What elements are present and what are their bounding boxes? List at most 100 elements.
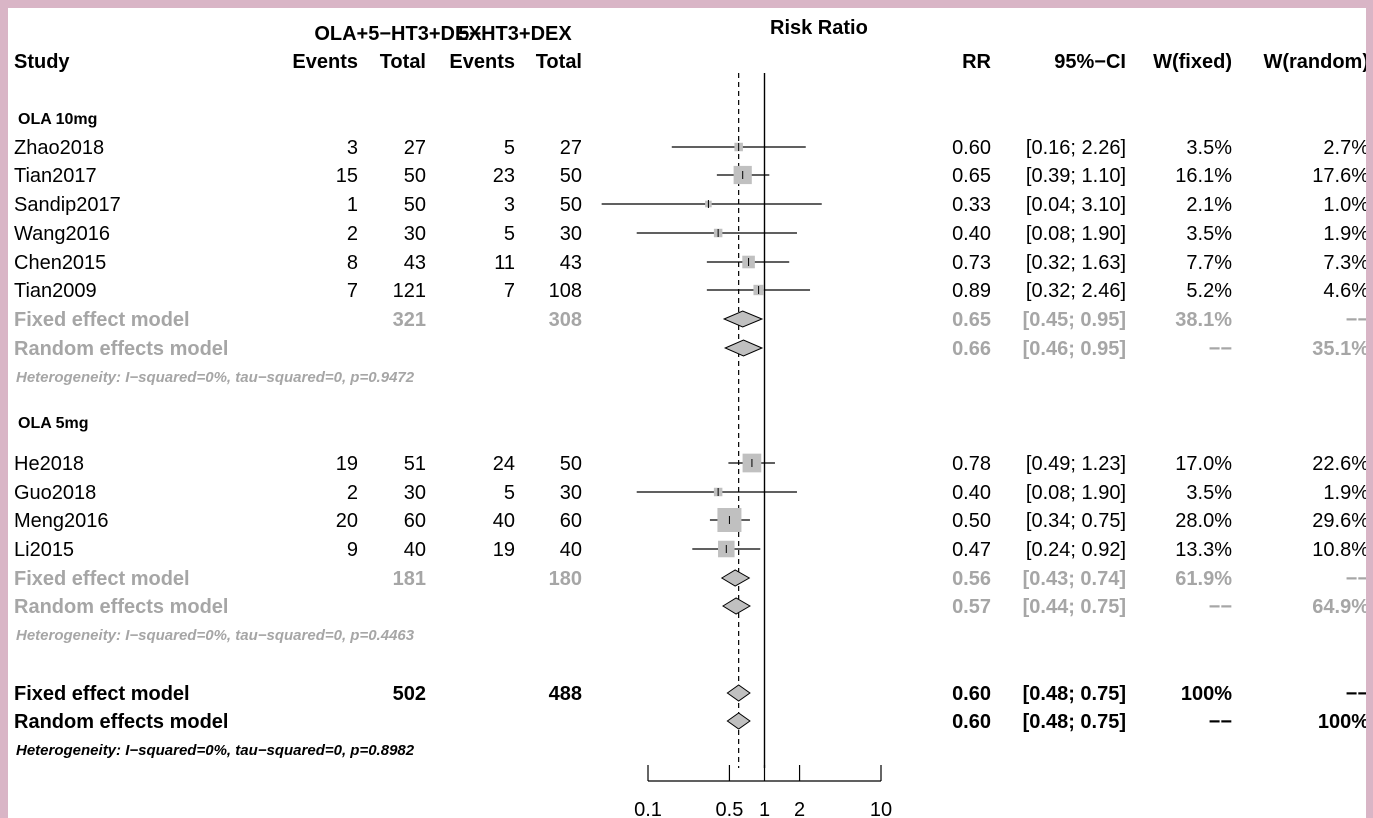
- study-label: Zhao2018: [14, 137, 104, 159]
- w-random-value: 7.3%: [1323, 252, 1366, 274]
- study-label: Tian2017: [14, 165, 97, 187]
- events1-value: 20: [336, 510, 358, 532]
- summary-diamond: [726, 712, 751, 730]
- w-random-value: 29.6%: [1312, 510, 1366, 532]
- rr-value: 0.47: [952, 539, 991, 561]
- study-label: Sandip2017: [14, 194, 121, 216]
- study-label: Meng2016: [14, 510, 109, 532]
- summary-label: Random effects model: [14, 596, 228, 618]
- rr-value: 0.65: [952, 165, 991, 187]
- summary-ci: [0.43; 0.74]: [1023, 568, 1126, 590]
- study-label: Guo2018: [14, 482, 96, 504]
- summary-total2: 180: [549, 568, 582, 590]
- plot-title: Risk Ratio: [770, 17, 868, 39]
- events2-value: 7: [504, 280, 515, 302]
- events1-value: 3: [347, 137, 358, 159]
- summary-label: Random effects model: [14, 711, 228, 733]
- summary-diamond: [720, 569, 751, 587]
- group1-header: OLA+5−HT3+DEX: [314, 23, 482, 45]
- total2-value: 43: [560, 252, 582, 274]
- summary-ci: [0.46; 0.95]: [1023, 338, 1126, 360]
- ci-value: [0.04; 3.10]: [1026, 194, 1126, 216]
- summary-label: Fixed effect model: [14, 683, 190, 705]
- summary-w-random: 64.9%: [1312, 596, 1366, 618]
- summary-w-random: 35.1%: [1312, 338, 1366, 360]
- events2-value: 40: [493, 510, 515, 532]
- summary-w-random: −−: [1346, 568, 1366, 590]
- summary-total1: 502: [393, 683, 426, 705]
- events2-value: 5: [504, 482, 515, 504]
- w-fixed-value: 2.1%: [1186, 194, 1232, 216]
- w-random-column-header: W(random): [1263, 51, 1366, 73]
- w-fixed-value: 17.0%: [1175, 453, 1232, 475]
- events1-value: 2: [347, 223, 358, 245]
- total2-value: 50: [560, 453, 582, 475]
- w-random-value: 10.8%: [1312, 539, 1366, 561]
- ci-value: [0.49; 1.23]: [1026, 453, 1126, 475]
- ci-value: [0.16; 2.26]: [1026, 137, 1126, 159]
- summary-total1: 321: [393, 309, 426, 331]
- group2-header: 5−HT3+DEX: [458, 23, 572, 45]
- summary-ci: [0.48; 0.75]: [1023, 711, 1126, 733]
- forest-plot-panel: Risk Ratio OLA+5−HT3+DEX 5−HT3+DEX Study Eve…: [8, 8, 1366, 818]
- summary-w-random: −−: [1346, 683, 1366, 705]
- x-axis-tick-label: 2: [794, 799, 805, 818]
- ci-value: [0.34; 0.75]: [1026, 510, 1126, 532]
- ci-column-header: 95%−CI: [1054, 51, 1126, 73]
- events2-value: 24: [493, 453, 515, 475]
- total2-value: 50: [560, 194, 582, 216]
- heterogeneity-text: Heterogeneity: I−squared=0%, tau−squared…: [16, 627, 415, 644]
- summary-total2: 308: [549, 309, 582, 331]
- x-axis-tick-label: 0.1: [634, 799, 662, 818]
- events2-value: 3: [504, 194, 515, 216]
- w-random-value: 1.9%: [1323, 223, 1366, 245]
- summary-w-fixed: −−: [1209, 338, 1232, 360]
- w-random-value: 4.6%: [1323, 280, 1366, 302]
- ci-value: [0.08; 1.90]: [1026, 482, 1126, 504]
- events2-value: 23: [493, 165, 515, 187]
- rr-value: 0.78: [952, 453, 991, 475]
- total2-value: 40: [560, 539, 582, 561]
- rr-column-header: RR: [962, 51, 991, 73]
- events1-value: 15: [336, 165, 358, 187]
- x-axis-tick-label: 0.5: [716, 799, 744, 818]
- summary-diamond: [723, 339, 764, 357]
- events1-column-header: Events: [292, 51, 358, 73]
- summary-ci: [0.45; 0.95]: [1023, 309, 1126, 331]
- total1-column-header: Total: [380, 51, 426, 73]
- ci-value: [0.32; 1.63]: [1026, 252, 1126, 274]
- x-axis-tick-label: 1: [759, 799, 770, 818]
- events2-value: 5: [504, 223, 515, 245]
- total1-value: 40: [404, 539, 426, 561]
- total1-value: 121: [393, 280, 426, 302]
- events2-value: 19: [493, 539, 515, 561]
- w-random-value: 22.6%: [1312, 453, 1366, 475]
- total2-value: 108: [549, 280, 582, 302]
- w-random-value: 2.7%: [1323, 137, 1366, 159]
- events1-value: 19: [336, 453, 358, 475]
- events1-value: 9: [347, 539, 358, 561]
- overall-heterogeneity-text: Heterogeneity: I−squared=0%, tau−squared…: [16, 742, 415, 759]
- summary-label: Random effects model: [14, 338, 228, 360]
- rr-value: 0.50: [952, 510, 991, 532]
- total1-value: 60: [404, 510, 426, 532]
- ci-value: [0.24; 0.92]: [1026, 539, 1126, 561]
- summary-diamond: [726, 684, 751, 702]
- rr-value: 0.40: [952, 223, 991, 245]
- subgroup-label: OLA 5mg: [18, 415, 89, 432]
- summary-w-fixed: −−: [1209, 711, 1232, 733]
- study-label: Tian2009: [14, 280, 97, 302]
- summary-w-fixed: 38.1%: [1175, 309, 1232, 331]
- total1-value: 51: [404, 453, 426, 475]
- summary-rr: 0.60: [952, 711, 991, 733]
- summary-total2: 488: [549, 683, 582, 705]
- heterogeneity-text: Heterogeneity: I−squared=0%, tau−squared…: [16, 369, 415, 386]
- total1-value: 27: [404, 137, 426, 159]
- w-fixed-value: 3.5%: [1186, 137, 1232, 159]
- total1-value: 30: [404, 223, 426, 245]
- rr-value: 0.33: [952, 194, 991, 216]
- summary-diamond: [722, 597, 751, 615]
- summary-label: Fixed effect model: [14, 309, 190, 331]
- summary-diamond: [722, 310, 764, 328]
